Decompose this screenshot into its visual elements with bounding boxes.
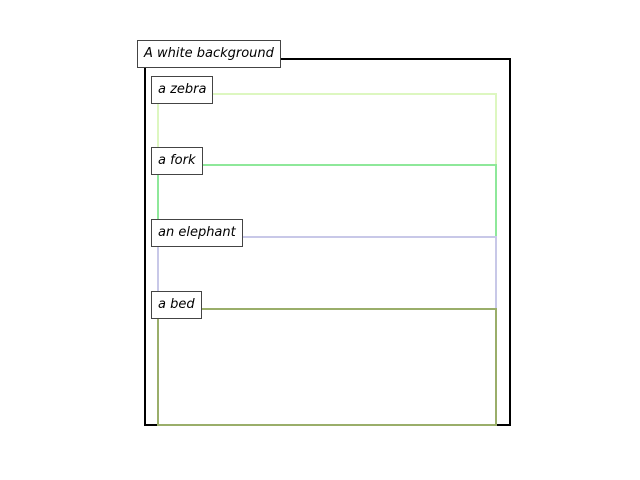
label-background: A white background bbox=[137, 40, 281, 68]
label-bed: a bed bbox=[151, 291, 202, 319]
label-elephant: an elephant bbox=[151, 219, 243, 247]
label-fork: a fork bbox=[151, 147, 203, 175]
label-zebra: a zebra bbox=[151, 76, 214, 104]
region-elephant bbox=[157, 236, 497, 310]
region-bed bbox=[157, 308, 497, 426]
